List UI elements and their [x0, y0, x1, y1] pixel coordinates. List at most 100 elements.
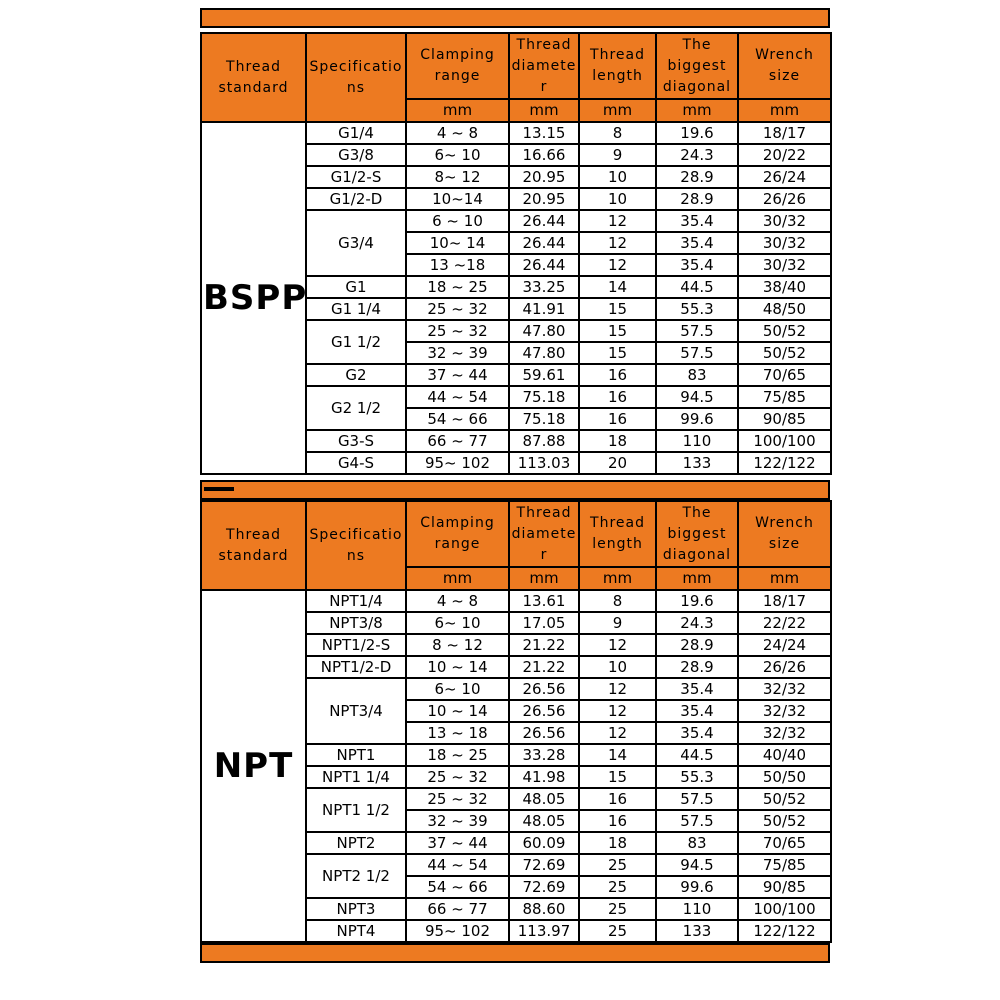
value-cell: 75.18 [508, 385, 580, 409]
value-cell: 50/52 [737, 787, 832, 811]
table-row: NPT1/2-D 10 ~ 14 21.22 10 28.9 26/26 [201, 655, 832, 679]
value-cell: 44.5 [655, 275, 739, 299]
value-cell: 15 [578, 319, 657, 343]
value-cell: 12 [578, 633, 657, 657]
value-cell: 90/85 [737, 875, 832, 899]
table-row: 13 ~18 26.44 12 35.4 30/32 [201, 253, 832, 277]
table-row: 32 ~ 39 47.80 15 57.5 50/52 [201, 341, 832, 365]
value-cell: 18/17 [737, 589, 832, 613]
value-cell: 18 [578, 429, 657, 453]
table-row: G1 1/4 25 ~ 32 41.91 15 55.3 48/50 [201, 297, 832, 321]
value-cell: 16 [578, 407, 657, 431]
value-cell: 6 ~ 10 [405, 209, 510, 233]
value-cell: 25 ~ 32 [405, 787, 510, 811]
value-cell: 99.6 [655, 407, 739, 431]
value-cell: 16 [578, 385, 657, 409]
value-cell: 4 ~ 8 [405, 589, 510, 613]
value-cell: 94.5 [655, 853, 739, 877]
value-cell: 21.22 [508, 633, 580, 657]
table-row: NPT2 37 ~ 44 60.09 18 83 70/65 [201, 831, 832, 855]
column-header-cell: Thread standard [200, 32, 307, 123]
value-cell: 26.56 [508, 677, 580, 701]
table-row: BSPP G1/4 4 ~ 8 13.15 8 19.6 18/17 [200, 121, 832, 475]
column-header-cell: Specifications [305, 500, 407, 591]
value-cell: 32 ~ 39 [405, 341, 510, 365]
value-cell: 25 ~ 32 [405, 297, 510, 321]
value-cell: 16 [578, 809, 657, 833]
value-cell: 133 [655, 451, 739, 475]
value-cell: 10 [578, 187, 657, 211]
value-cell: 12 [578, 677, 657, 701]
spec-cell: G1 1/4 [305, 297, 407, 321]
value-cell: 26/26 [737, 655, 832, 679]
table-row: 32 ~ 39 48.05 16 57.5 50/52 [201, 809, 832, 833]
table-row: NPT NPT1/4 4 ~ 8 13.61 8 19.6 18/17 [200, 589, 832, 943]
value-cell: 8 ~ 12 [405, 633, 510, 657]
value-cell: 44 ~ 54 [405, 853, 510, 877]
value-cell: 57.5 [655, 319, 739, 343]
value-cell: 20 [578, 451, 657, 475]
value-cell: 32 ~ 39 [405, 809, 510, 833]
table-row: G4-S 95~ 102 113.03 20 133 122/122 [201, 451, 832, 475]
value-cell: 10 ~ 14 [405, 655, 510, 679]
value-cell: 12 [578, 253, 657, 277]
value-cell: 18 ~ 25 [405, 275, 510, 299]
value-cell: 44.5 [655, 743, 739, 767]
value-cell: 35.4 [655, 721, 739, 745]
table-row: 54 ~ 66 75.18 16 99.6 90/85 [201, 407, 832, 431]
value-cell: 15 [578, 765, 657, 789]
value-cell: 10~14 [405, 187, 510, 211]
value-cell: 38/40 [737, 275, 832, 299]
value-cell: 35.4 [655, 699, 739, 723]
value-cell: 18 [578, 831, 657, 855]
value-cell: 87.88 [508, 429, 580, 453]
value-cell: 48.05 [508, 787, 580, 811]
value-cell: 12 [578, 209, 657, 233]
value-cell: 16 [578, 363, 657, 387]
npt-spec-table: Thread standard Specifications Clamping ra… [200, 500, 832, 943]
value-cell: 26/24 [737, 165, 832, 189]
value-cell: 30/32 [737, 209, 832, 233]
value-cell: 25 [578, 875, 657, 899]
value-cell: 90/85 [737, 407, 832, 431]
value-cell: 20/22 [737, 143, 832, 167]
unit-cell: mm [508, 566, 580, 591]
table-row: G3/4 6 ~ 10 26.44 12 35.4 30/32 [201, 209, 832, 277]
value-cell: 24.3 [655, 143, 739, 167]
spec-cell: NPT1 1/2 [305, 787, 407, 833]
value-cell: 30/32 [737, 253, 832, 277]
value-cell: 26.44 [508, 253, 580, 277]
unit-cell: mm [737, 98, 832, 123]
value-cell: 50/50 [737, 765, 832, 789]
column-header-cell: Specifications [305, 32, 407, 123]
value-cell: 6~ 10 [405, 143, 510, 167]
value-cell: 25 [578, 853, 657, 877]
top-orange-bar [200, 8, 830, 28]
value-cell: 75/85 [737, 853, 832, 877]
value-cell: 28.9 [655, 633, 739, 657]
table-row: NPT1 1/4 25 ~ 32 41.98 15 55.3 50/50 [201, 765, 832, 789]
thread-standard-label: NPT [200, 589, 307, 943]
value-cell: 9 [578, 143, 657, 167]
value-cell: 95~ 102 [405, 919, 510, 943]
value-cell: 6~ 10 [405, 611, 510, 635]
table-row: 10~ 14 26.44 12 35.4 30/32 [201, 231, 832, 255]
spec-cell: G1/2-S [305, 165, 407, 189]
value-cell: 88.60 [508, 897, 580, 921]
table-row: G2 37 ~ 44 59.61 16 83 70/65 [201, 363, 832, 387]
column-header-cell: Thread length [578, 500, 657, 568]
unit-cell: mm [578, 566, 657, 591]
value-cell: 57.5 [655, 809, 739, 833]
spec-cell: G2 [305, 363, 407, 387]
value-cell: 24.3 [655, 611, 739, 635]
value-cell: 19.6 [655, 121, 739, 145]
table-row: G1 18 ~ 25 33.25 14 44.5 38/40 [201, 275, 832, 299]
value-cell: 33.28 [508, 743, 580, 767]
table-row: NPT4 95~ 102 113.97 25 133 122/122 [201, 919, 832, 943]
value-cell: 48/50 [737, 297, 832, 321]
value-cell: 35.4 [655, 677, 739, 701]
value-cell: 100/100 [737, 429, 832, 453]
value-cell: 41.98 [508, 765, 580, 789]
value-cell: 4 ~ 8 [405, 121, 510, 145]
